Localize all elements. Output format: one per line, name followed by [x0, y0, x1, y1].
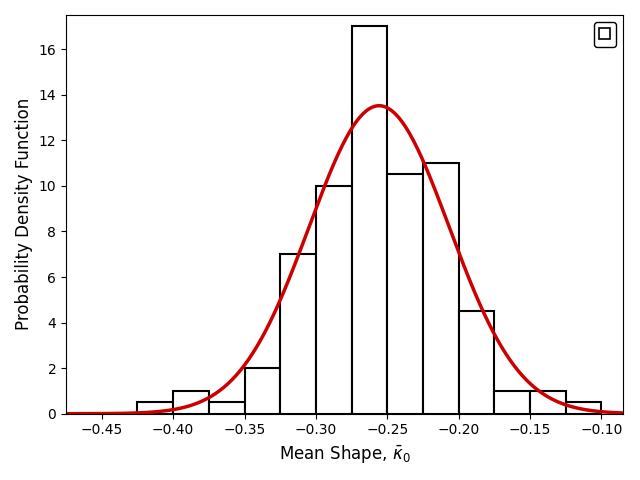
Bar	[138, 402, 173, 414]
Bar	[280, 254, 316, 414]
Bar	[423, 163, 459, 414]
Bar	[387, 175, 423, 414]
Y-axis label: Probability Density Function: Probability Density Function	[15, 98, 33, 331]
Bar	[494, 391, 530, 414]
Bar	[244, 368, 280, 414]
Bar	[351, 26, 387, 414]
X-axis label: Mean Shape, $\bar{\kappa}_0$: Mean Shape, $\bar{\kappa}_0$	[278, 443, 410, 465]
Legend: 	[594, 22, 616, 47]
Bar	[316, 186, 351, 414]
Bar	[566, 402, 602, 414]
Bar	[530, 391, 566, 414]
Bar	[209, 402, 244, 414]
Bar	[173, 391, 209, 414]
Bar	[459, 311, 494, 414]
